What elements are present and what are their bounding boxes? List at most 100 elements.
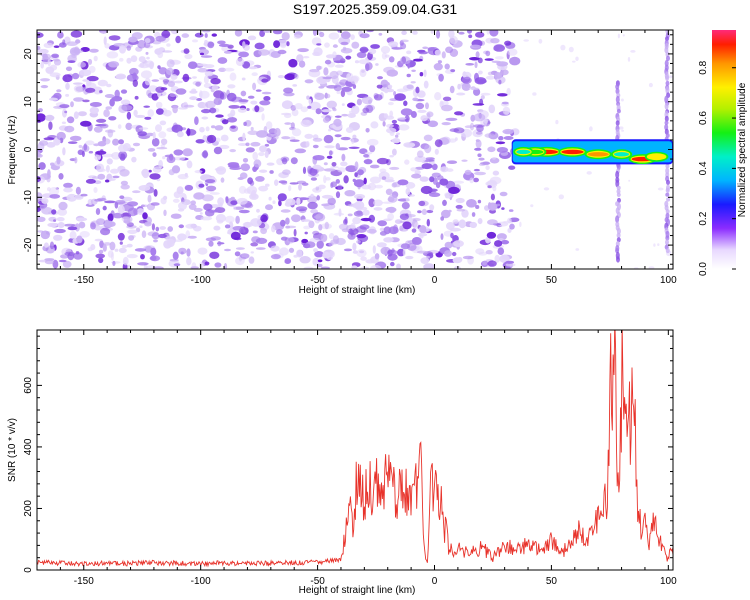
x-tick-label: 50 [546,576,558,587]
noise-blob [97,79,108,87]
noise-blob [96,118,107,123]
noise-blob [97,173,106,180]
noise-blob [474,147,482,151]
noise-blob [49,64,58,71]
noise-blob [106,158,113,165]
noise-blob [523,39,529,42]
noise-blob [448,186,460,194]
noise-blob [281,181,288,185]
streak-blob [666,197,671,202]
noise-blob [401,30,407,35]
noise-blob [75,251,80,255]
noise-blob [246,108,250,111]
noise-blob [415,86,420,94]
noise-blob [321,203,330,207]
x-tick-label: -50 [310,275,325,286]
noise-blob [254,42,265,50]
noise-blob [87,58,93,65]
noise-blob [352,202,362,209]
x-tick-label: -150 [74,576,94,587]
noise-blob [118,45,127,54]
colorbar-gradient [712,30,736,269]
noise-blob [152,131,156,140]
noise-blob [252,151,258,161]
noise-blob [440,216,445,221]
noise-blob [458,31,465,35]
noise-blob [462,255,474,260]
noise-blob [170,213,182,219]
noise-blob [133,109,138,117]
noise-blob [96,163,105,173]
noise-blob [270,254,281,260]
noise-blob [108,178,116,181]
noise-blob [154,48,163,55]
noise-blob [381,176,387,180]
noise-blob [80,120,92,127]
noise-blob [90,222,96,230]
noise-blob [346,73,351,81]
noise-blob [93,187,98,193]
noise-blob [653,243,656,247]
noise-blob [509,56,521,66]
noise-blob [143,105,150,108]
noise-blob [159,226,166,230]
noise-blob [321,194,334,199]
noise-blob [302,166,307,174]
noise-blob [58,173,64,180]
noise-blob [224,224,231,229]
noise-blob [136,208,145,215]
noise-blob [94,154,101,161]
noise-blob [74,156,78,164]
noise-blob [226,92,237,102]
noise-blob [568,46,574,53]
noise-blob [505,260,515,264]
noise-blob [192,76,197,79]
noise-blob [62,108,67,118]
noise-blob [454,137,458,141]
noise-blob [43,53,51,60]
noise-blob [421,208,427,215]
streak-blob [665,80,670,86]
noise-blob [373,199,383,207]
noise-blob [473,88,481,96]
noise-blob [496,61,509,67]
noise-blob [305,141,310,148]
noise-blob [202,30,211,33]
noise-blob [37,216,46,222]
noise-blob [230,125,236,129]
noise-blob [410,167,417,172]
noise-blob [82,99,90,103]
noise-blob [138,56,146,63]
noise-blob [347,113,356,118]
noise-blob [316,240,324,249]
noise-blob [555,119,559,125]
noise-blob [300,106,308,113]
noise-blob [382,201,393,204]
noise-blob [250,251,254,254]
noise-blob [215,214,226,223]
noise-blob [250,126,254,131]
noise-blob [59,104,70,109]
streak-blob [616,256,620,263]
noise-blob [234,251,241,257]
noise-blob [505,263,516,267]
noise-blob [455,204,463,209]
noise-blob [67,60,76,63]
x-tick-label: -100 [191,576,211,587]
noise-blob [310,193,314,197]
noise-blob [383,218,392,222]
noise-blob [411,173,422,179]
noise-blob [386,127,397,134]
noise-blob [56,217,65,222]
noise-blob [362,107,370,114]
noise-blob [227,117,238,123]
noise-blob [115,199,126,205]
noise-blob [218,43,230,48]
noise-blob [238,229,246,234]
noise-blob [365,63,370,72]
noise-blob [376,242,387,248]
noise-blob [132,142,141,147]
noise-blob [499,254,510,263]
noise-blob [312,155,325,161]
noise-blob [93,225,102,231]
